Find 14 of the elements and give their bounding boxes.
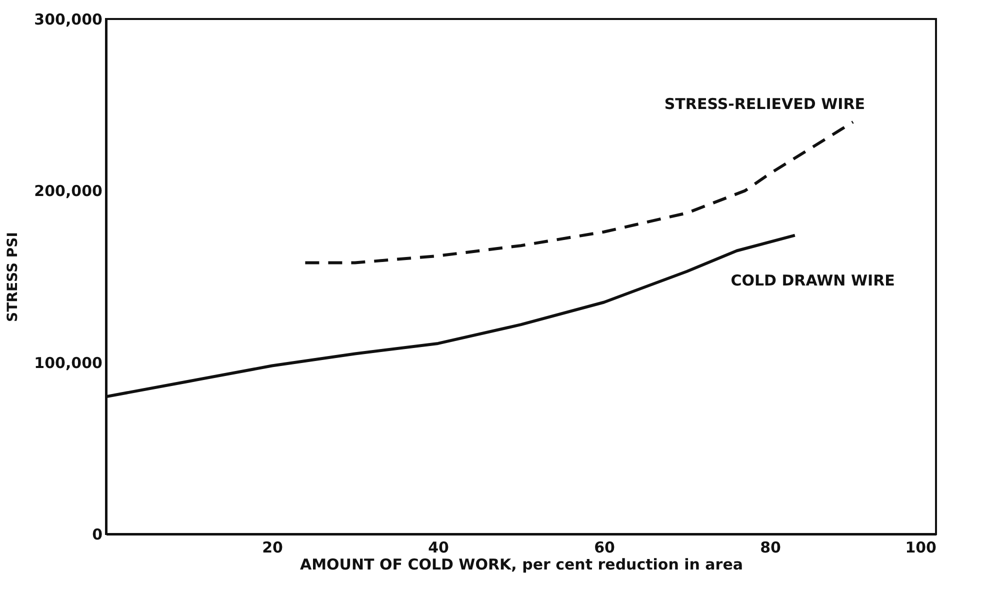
x-tick-label: 80 — [760, 538, 781, 556]
y-tick-label: 300,000 — [34, 10, 102, 28]
x-tick-label: 20 — [262, 538, 283, 556]
series-label: COLD DRAWN WIRE — [730, 271, 895, 290]
y-tick-label: 0 — [92, 526, 102, 544]
x-tick-label: 100 — [905, 538, 936, 556]
y-axis-title: STRESS PSI — [5, 232, 22, 322]
x-tick-label: 40 — [428, 538, 449, 556]
y-tick-label: 200,000 — [34, 182, 102, 200]
line-series — [304, 120, 854, 264]
y-tick-label: 100,000 — [34, 354, 102, 372]
x-axis-title: AMOUNT OF COLD WORK, per cent reduction in area — [300, 556, 743, 574]
series-label: STRESS-RELIEVED WIRE — [664, 95, 865, 113]
x-tick-label: 60 — [594, 538, 615, 556]
